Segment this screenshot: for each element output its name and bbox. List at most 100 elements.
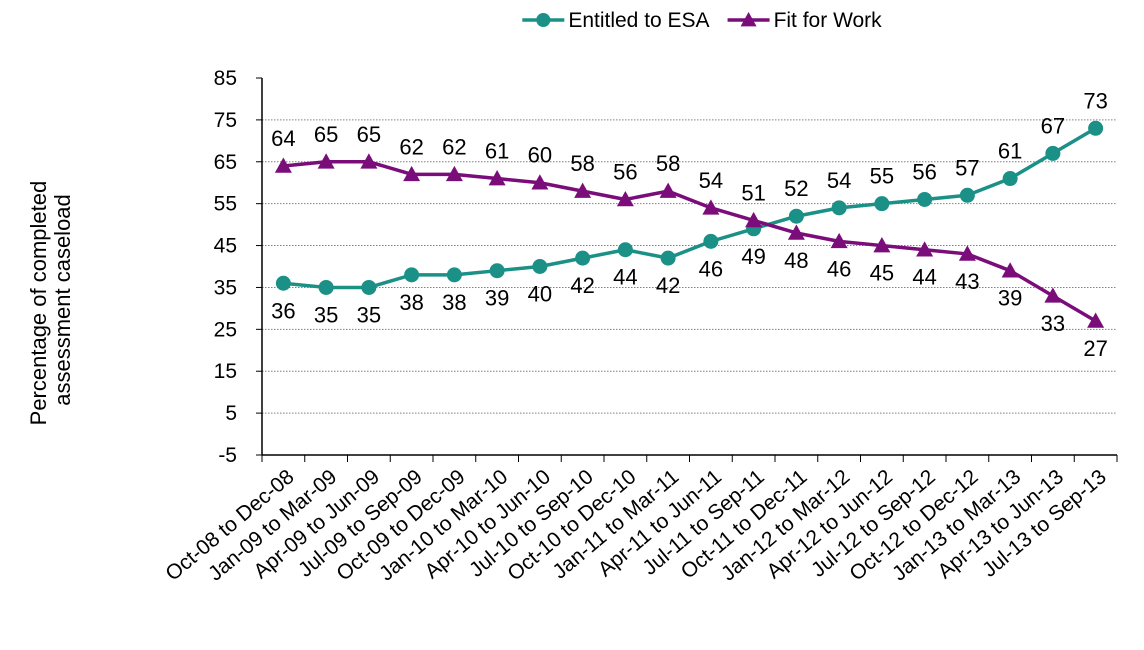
data-label-fit-for-work: 51 xyxy=(741,180,765,205)
data-point-entitled-to-esa xyxy=(703,233,719,249)
legend-label: Entitled to ESA xyxy=(568,9,709,32)
data-point-fit-for-work xyxy=(745,211,763,228)
data-label-entitled-to-esa: 40 xyxy=(528,282,552,307)
y-axis-label-line-2: assessment caseload xyxy=(50,194,75,406)
data-label-fit-for-work: 43 xyxy=(955,269,979,294)
data-label-fit-for-work: 45 xyxy=(870,261,894,286)
data-label-entitled-to-esa: 49 xyxy=(741,244,765,269)
data-point-fit-for-work xyxy=(916,241,934,257)
data-label-fit-for-work: 44 xyxy=(912,265,936,290)
data-label-entitled-to-esa: 35 xyxy=(314,302,338,327)
data-point-entitled-to-esa xyxy=(275,275,291,291)
legend-marker-icon xyxy=(740,12,757,27)
data-label-entitled-to-esa: 44 xyxy=(613,265,637,290)
data-point-entitled-to-esa xyxy=(959,187,975,203)
data-point-entitled-to-esa xyxy=(874,196,890,212)
y-axis-label: Percentage of completed assessment casel… xyxy=(26,175,75,426)
data-label-fit-for-work: 60 xyxy=(528,143,552,168)
legend: Entitled to ESA Fit for Work xyxy=(522,9,882,32)
data-label-fit-for-work: 54 xyxy=(699,168,723,193)
y-axis-label-line-1: Percentage of completed xyxy=(26,181,51,426)
data-point-entitled-to-esa xyxy=(660,250,676,266)
data-point-entitled-to-esa xyxy=(1088,120,1104,136)
data-label-entitled-to-esa: 38 xyxy=(442,290,466,315)
data-point-fit-for-work xyxy=(360,153,378,169)
data-label-fit-for-work: 39 xyxy=(998,286,1022,311)
data-point-fit-for-work xyxy=(787,224,805,240)
data-point-fit-for-work xyxy=(830,232,848,249)
data-label-entitled-to-esa: 36 xyxy=(271,298,295,323)
data-point-fit-for-work xyxy=(873,237,891,253)
data-point-fit-for-work xyxy=(1044,287,1062,303)
data-point-entitled-to-esa xyxy=(361,279,377,295)
data-point-entitled-to-esa xyxy=(617,242,633,258)
data-label-fit-for-work: 48 xyxy=(784,248,808,273)
y-tick-label: 5 xyxy=(225,402,237,425)
data-label-entitled-to-esa: 46 xyxy=(699,256,723,281)
y-tick-label: 65 xyxy=(214,151,237,174)
y-tick-label: 15 xyxy=(214,360,237,383)
data-label-fit-for-work: 61 xyxy=(485,139,509,164)
legend-marker-icon xyxy=(536,13,551,27)
y-axis-ticks: -5 5 15 25 35 45 55 65 75 85 xyxy=(214,67,237,467)
legend-label: Fit for Work xyxy=(774,9,883,32)
y-tick-label: 25 xyxy=(214,318,237,341)
series-layer xyxy=(274,120,1105,328)
data-point-entitled-to-esa xyxy=(489,263,505,279)
data-label-entitled-to-esa: 38 xyxy=(399,290,423,315)
data-label-fit-for-work: 56 xyxy=(613,159,637,184)
data-point-fit-for-work xyxy=(659,182,677,198)
data-point-entitled-to-esa xyxy=(446,267,462,283)
data-label-fit-for-work: 27 xyxy=(1083,336,1107,361)
legend-item-fit-for-work: Fit for Work xyxy=(727,9,883,32)
series-line-fit-for-work xyxy=(283,160,1097,323)
data-point-entitled-to-esa xyxy=(575,250,591,266)
data-label-fit-for-work: 46 xyxy=(827,256,851,281)
y-tick-label: 35 xyxy=(214,276,237,299)
axes xyxy=(256,77,1118,462)
legend-item-entitled-to-esa: Entitled to ESA xyxy=(522,9,710,32)
data-label-entitled-to-esa: 57 xyxy=(955,155,979,180)
y-tick-label: -5 xyxy=(218,444,237,467)
data-label-fit-for-work: 62 xyxy=(442,134,466,159)
data-label-entitled-to-esa: 67 xyxy=(1041,113,1065,138)
data-point-fit-for-work xyxy=(1087,312,1105,328)
data-label-entitled-to-esa: 42 xyxy=(656,273,680,298)
data-label-fit-for-work: 58 xyxy=(656,151,680,176)
data-point-entitled-to-esa xyxy=(831,200,847,216)
data-point-fit-for-work xyxy=(488,170,506,186)
y-tick-label: 85 xyxy=(214,67,237,90)
data-labels: 36 35 35 38 38 39 40 42 44 42 46 49 52 54 55 56 57 61 67 73… xyxy=(271,88,1108,361)
data-point-entitled-to-esa xyxy=(532,259,548,274)
data-label-entitled-to-esa: 61 xyxy=(998,139,1022,164)
data-label-entitled-to-esa: 35 xyxy=(357,302,381,327)
data-label-fit-for-work: 65 xyxy=(314,122,338,147)
data-point-fit-for-work xyxy=(317,153,335,169)
gridlines xyxy=(262,119,1117,414)
data-point-fit-for-work xyxy=(274,157,292,173)
data-label-entitled-to-esa: 54 xyxy=(827,168,851,193)
data-point-entitled-to-esa xyxy=(404,267,420,283)
data-point-entitled-to-esa xyxy=(917,191,933,207)
data-label-entitled-to-esa: 52 xyxy=(784,176,808,201)
data-point-fit-for-work xyxy=(958,245,976,261)
data-label-fit-for-work: 62 xyxy=(399,134,423,159)
data-point-entitled-to-esa xyxy=(788,208,804,224)
data-point-entitled-to-esa xyxy=(1002,171,1018,187)
y-tick-label: 75 xyxy=(214,109,237,132)
data-label-entitled-to-esa: 73 xyxy=(1083,88,1107,113)
data-point-fit-for-work xyxy=(616,190,634,207)
data-point-entitled-to-esa xyxy=(1045,145,1061,161)
data-point-entitled-to-esa xyxy=(318,279,334,295)
data-label-entitled-to-esa: 55 xyxy=(870,164,894,189)
data-label-entitled-to-esa: 56 xyxy=(912,159,936,184)
data-point-fit-for-work xyxy=(702,199,720,215)
data-label-fit-for-work: 33 xyxy=(1041,311,1065,336)
data-label-fit-for-work: 58 xyxy=(570,151,594,176)
data-point-fit-for-work xyxy=(1001,262,1019,278)
data-point-fit-for-work xyxy=(531,174,549,190)
data-label-entitled-to-esa: 42 xyxy=(570,273,594,298)
data-label-fit-for-work: 65 xyxy=(357,122,381,147)
